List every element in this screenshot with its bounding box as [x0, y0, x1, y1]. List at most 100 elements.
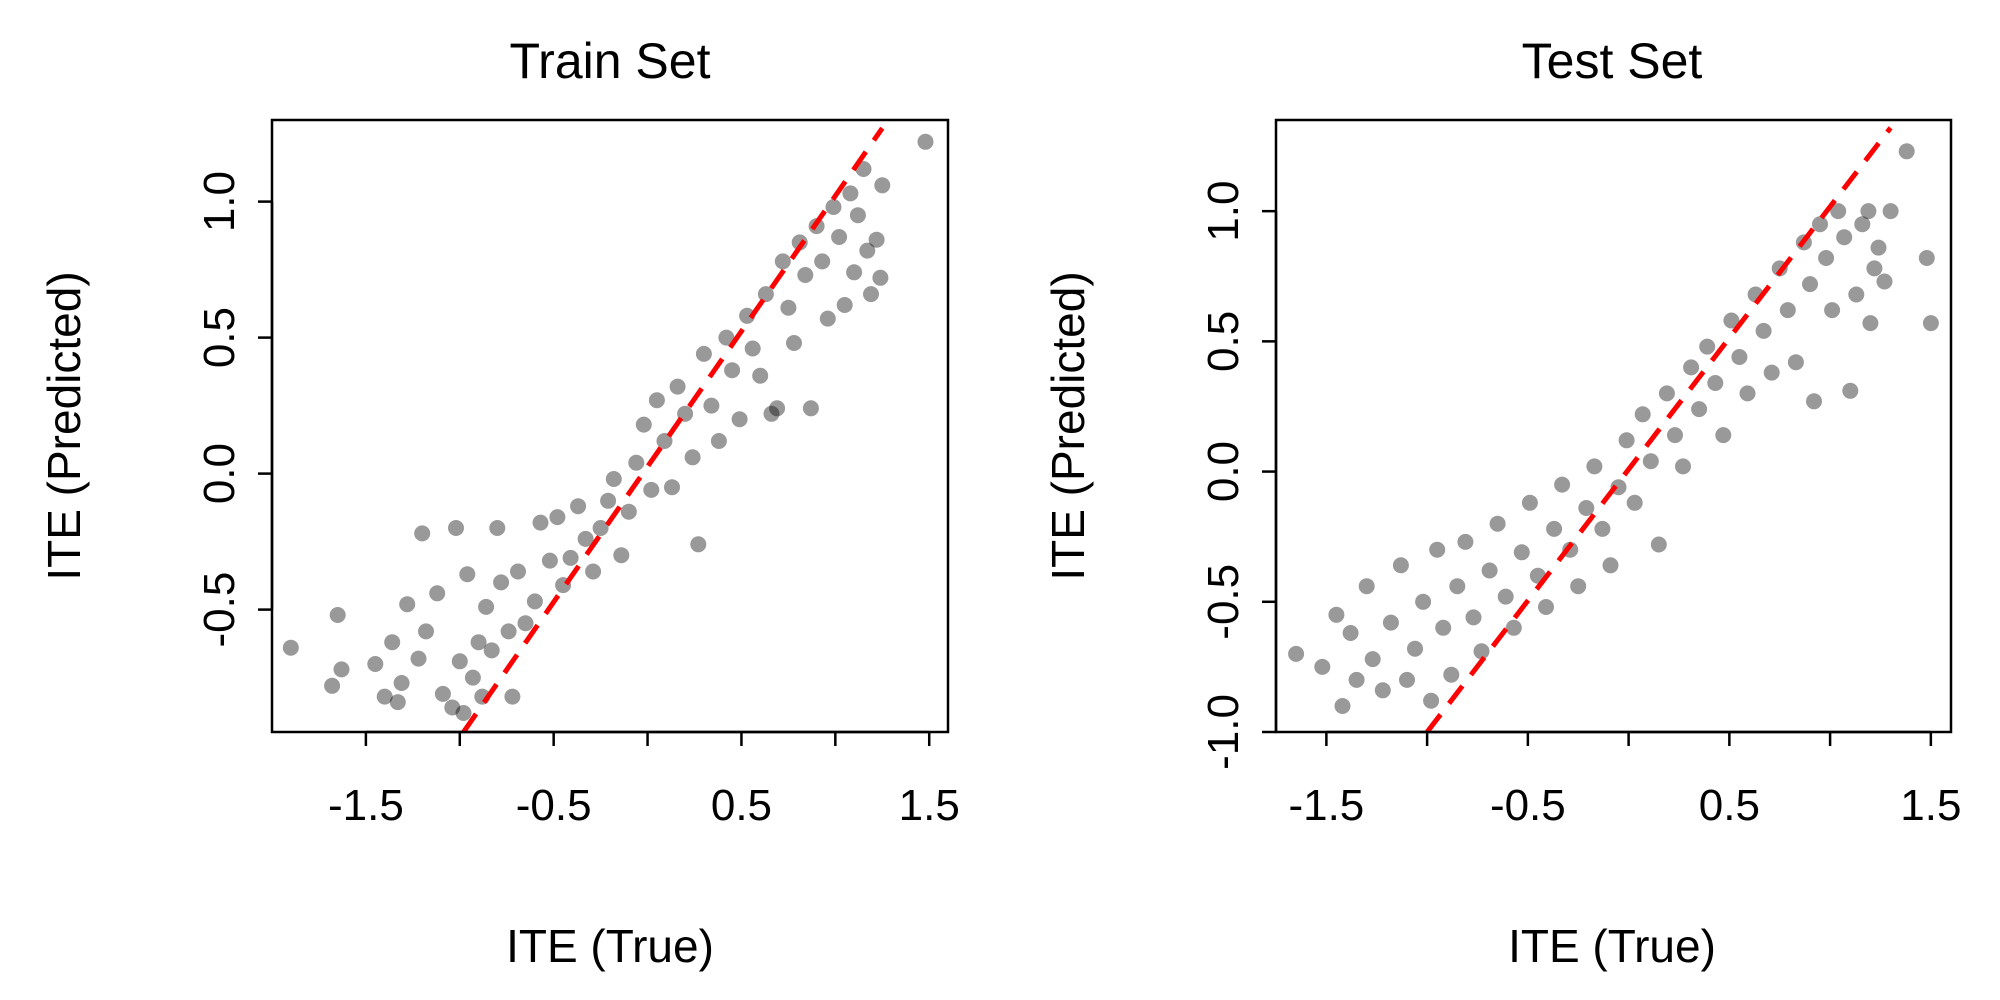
scatter-point — [1860, 203, 1877, 220]
scatter-point — [410, 650, 427, 667]
scatter-point — [384, 634, 401, 651]
scatter-point — [489, 520, 506, 536]
scatter-point — [541, 552, 558, 569]
scatter-point — [1731, 349, 1748, 365]
panel-test: Test Set -1.5 -0.5 0.5 1.5 -1.0 -0.5 0.0 0.5 1.… — [1042, 33, 1961, 972]
scatter-point — [1675, 458, 1691, 475]
scatter-point — [1755, 322, 1772, 339]
scatter-point — [1882, 203, 1899, 220]
scatter-point — [1862, 315, 1879, 332]
scatter-point — [1918, 250, 1935, 266]
scatter-point — [724, 362, 741, 379]
scatter-point — [1802, 276, 1818, 293]
scatter-point — [577, 530, 594, 547]
scatter-point — [1374, 682, 1391, 699]
scatter-point — [1435, 619, 1452, 636]
scatter-point — [504, 688, 521, 705]
scatter-point — [526, 593, 543, 610]
scatter-point — [376, 688, 393, 705]
scatter-point — [1667, 427, 1683, 444]
scatter-point — [1429, 541, 1446, 558]
scatter-point — [1642, 453, 1659, 470]
scatter-point — [1407, 640, 1423, 657]
scatter-point — [690, 536, 707, 553]
scatter-point — [570, 498, 587, 515]
scatter-point — [1848, 286, 1865, 303]
scatter-point — [1830, 203, 1847, 220]
scatter-point — [493, 574, 510, 591]
panel-title: Train Set — [509, 33, 710, 89]
scatter-point — [1787, 354, 1804, 371]
scatter-point — [464, 669, 481, 686]
scatter-point — [1382, 614, 1399, 631]
scatter-point — [802, 400, 819, 417]
scatter-point — [1854, 216, 1871, 233]
scatter-point — [414, 525, 431, 542]
x-tick-label: -0.5 — [1490, 781, 1566, 830]
scatter-point — [367, 656, 384, 672]
scatter-point — [780, 299, 797, 316]
scatter-point — [399, 596, 416, 613]
scatter-point — [1538, 599, 1554, 615]
scatter-point — [1521, 494, 1538, 511]
scatter-point — [1715, 427, 1732, 444]
y-tick-label: 0.0 — [1199, 441, 1248, 502]
panel-train: Train Set -1.5 -0.5 0.5 1.5 -0.5 0.0 0.5 1.0 I… — [38, 33, 960, 972]
scatter-point — [669, 378, 686, 395]
scatter-point — [1602, 557, 1619, 574]
scatter-points — [1288, 143, 1939, 714]
x-axis: -1.5 -0.5 0.5 1.5 — [1288, 730, 1961, 830]
scatter-point — [1288, 645, 1305, 662]
scatter-point — [1650, 536, 1667, 553]
scatter-point — [1806, 393, 1822, 410]
x-tick-label: 1.5 — [1900, 781, 1961, 830]
scatter-point — [744, 340, 761, 357]
y-axis: -1.0 -0.5 0.0 0.5 1.0 — [1199, 181, 1278, 770]
scatter-point — [1866, 260, 1883, 277]
y-tick-label: 1.0 — [1199, 181, 1248, 242]
y-tick-label: 1.0 — [195, 171, 244, 232]
scatter-point — [791, 234, 808, 251]
scatter-point — [1922, 315, 1939, 332]
scatter-point — [1570, 578, 1587, 595]
scatter-point — [429, 585, 446, 602]
scatter-point — [1658, 385, 1675, 402]
scatter-point — [517, 615, 534, 632]
scatter-point — [1763, 364, 1780, 381]
scatter-point — [763, 405, 780, 422]
scatter-point — [1870, 239, 1887, 256]
scatter-point — [592, 520, 609, 536]
y-tick-label: -0.5 — [1199, 564, 1248, 640]
scatter-point — [656, 433, 673, 449]
scatter-point — [1707, 375, 1724, 391]
scatter-point — [718, 329, 735, 346]
scatter-point — [1358, 578, 1375, 595]
scatter-point — [863, 286, 879, 303]
scatter-point — [1691, 401, 1708, 418]
scatter-point — [1457, 533, 1474, 550]
scatter-point — [324, 677, 341, 694]
x-tick-label: -1.5 — [328, 781, 404, 830]
scatter-point — [613, 547, 630, 564]
scatter-point — [459, 566, 476, 583]
scatter-point — [532, 514, 549, 531]
scatter-point — [562, 549, 579, 566]
scatter-point — [819, 310, 836, 327]
scatter-point — [1314, 658, 1331, 675]
scatter-point — [1364, 651, 1381, 668]
scatter-point — [1898, 143, 1915, 160]
scatter-point — [635, 416, 652, 433]
scatter-point — [1423, 692, 1440, 709]
scatter-point — [483, 642, 500, 659]
scatter-point — [329, 607, 346, 623]
scatter-point — [1513, 544, 1530, 561]
scatter-point — [1443, 666, 1460, 683]
scatter-point — [1626, 494, 1643, 511]
x-tick-label: 1.5 — [899, 781, 960, 830]
x-tick-label: -1.5 — [1288, 781, 1364, 830]
scatter-point — [786, 335, 802, 351]
scatter-point — [731, 411, 748, 428]
scatter-point — [585, 563, 602, 580]
scatter-point — [1683, 359, 1700, 376]
